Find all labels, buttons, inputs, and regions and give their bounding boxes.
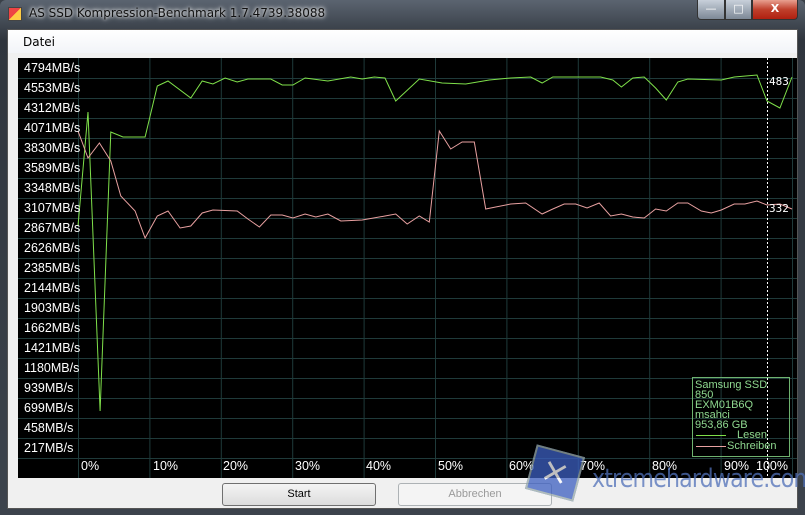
y-tick-label: 2626MB/s bbox=[24, 241, 81, 255]
legend: Samsung SSD 850 EXM01B6Q msahci 953,86 G… bbox=[692, 377, 790, 457]
x-tick-label: 90% bbox=[724, 459, 750, 473]
client-area: Datei 483 332 Samsung SSD 850 EXM01B6Q m… bbox=[7, 29, 798, 509]
x-tick-label: 100% bbox=[756, 459, 788, 473]
chart-plot bbox=[18, 58, 797, 478]
read-swatch bbox=[696, 435, 726, 436]
watermark-text: xtremehardware.com bbox=[592, 464, 805, 494]
legend-read-label: Lesen bbox=[737, 429, 767, 441]
y-tick-label: 1662MB/s bbox=[24, 321, 81, 335]
x-tick-label: 60% bbox=[509, 459, 535, 473]
x-tick-label: 0% bbox=[81, 459, 100, 473]
write-end-label: 332 bbox=[769, 202, 789, 215]
legend-driver: msahci bbox=[695, 409, 730, 421]
x-tick-label: 70% bbox=[580, 459, 606, 473]
y-tick-label: 4071MB/s bbox=[24, 121, 81, 135]
close-button[interactable]: X bbox=[752, 0, 798, 20]
read-series-line bbox=[77, 74, 793, 412]
y-tick-label: 4312MB/s bbox=[24, 101, 81, 115]
y-tick-label: 699MB/s bbox=[24, 401, 74, 415]
write-swatch bbox=[696, 446, 726, 447]
legend-model: EXM01B6Q bbox=[695, 399, 754, 411]
app-icon bbox=[8, 7, 22, 21]
x-tick-label: 40% bbox=[366, 459, 392, 473]
y-tick-label: 2385MB/s bbox=[24, 261, 81, 275]
window-title: AS SSD Kompression-Benchmark 1.7.4739.38… bbox=[29, 6, 326, 20]
y-tick-label: 4553MB/s bbox=[24, 81, 81, 95]
y-tick-label: 1421MB/s bbox=[24, 341, 81, 355]
maximize-button[interactable]: □ bbox=[725, 0, 752, 20]
legend-device: Samsung SSD 850 bbox=[695, 379, 768, 401]
legend-write-label: Schreiben bbox=[727, 440, 777, 452]
y-tick-label: 458MB/s bbox=[24, 421, 74, 435]
y-tick-label: 3107MB/s bbox=[24, 201, 81, 215]
legend-size: 953,86 GB bbox=[695, 419, 748, 431]
y-tick-label: 1903MB/s bbox=[24, 301, 81, 315]
benchmark-chart: 483 332 Samsung SSD 850 EXM01B6Q msahci … bbox=[18, 58, 797, 478]
title-bar[interactable]: AS SSD Kompression-Benchmark 1.7.4739.38… bbox=[0, 0, 805, 28]
x-tick-label: 20% bbox=[223, 459, 249, 473]
y-tick-label: 3830MB/s bbox=[24, 141, 81, 155]
y-tick-label: 1180MB/s bbox=[24, 361, 80, 375]
start-button[interactable]: Start bbox=[222, 483, 376, 506]
x-tick-label: 10% bbox=[153, 459, 179, 473]
menu-datei[interactable]: Datei bbox=[23, 35, 56, 49]
y-tick-label: 217MB/s bbox=[24, 441, 74, 455]
y-tick-label: 3348MB/s bbox=[24, 181, 81, 195]
write-series-line bbox=[77, 129, 793, 240]
minimize-button[interactable]: — bbox=[697, 0, 725, 20]
legend-read: Lesen bbox=[695, 430, 787, 441]
legend-write: Schreiben bbox=[695, 441, 787, 452]
x-tick-label: 50% bbox=[438, 459, 464, 473]
y-tick-label: 3589MB/s bbox=[24, 161, 81, 175]
y-tick-label: 4794MB/s bbox=[24, 61, 81, 75]
y-tick-label: 2867MB/s bbox=[24, 221, 81, 235]
x-tick-label: 80% bbox=[652, 459, 678, 473]
read-end-label: 483 bbox=[769, 75, 789, 88]
menu-bar: Datei bbox=[8, 30, 797, 53]
cancel-button[interactable]: Abbrechen bbox=[398, 483, 552, 506]
y-tick-label: 939MB/s bbox=[24, 381, 74, 395]
x-tick-label: 30% bbox=[295, 459, 321, 473]
y-tick-label: 2144MB/s bbox=[24, 281, 81, 295]
